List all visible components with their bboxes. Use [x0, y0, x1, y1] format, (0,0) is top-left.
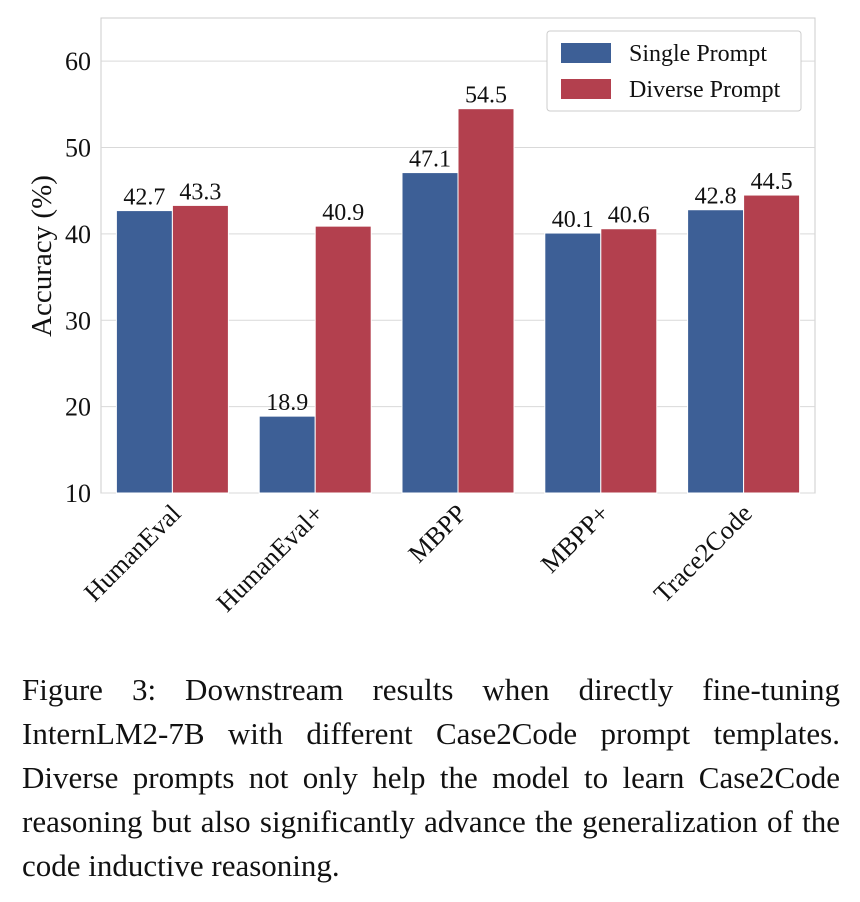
bar-chart: 10 20 30 40 50 60 Accuracy (%) 42.7 43.3 HumanEva… — [26, 17, 816, 618]
data-label: 18.9 — [266, 390, 308, 416]
bar-single — [544, 232, 602, 494]
data-label: 40.9 — [322, 200, 364, 226]
data-label: 43.3 — [179, 179, 221, 205]
x-tick-label: MBPP — [403, 499, 473, 569]
bar-diverse — [171, 204, 229, 494]
y-tick-label: 50 — [65, 134, 91, 163]
data-label: 54.5 — [465, 83, 507, 109]
data-label: 42.7 — [123, 185, 165, 211]
bar-single — [258, 415, 316, 494]
data-label: 40.1 — [552, 207, 594, 233]
x-tick-label: MBPP+ — [535, 499, 615, 579]
bar-single — [115, 210, 173, 494]
x-tick-label: HumanEval+ — [211, 499, 330, 618]
y-tick-label: 10 — [65, 479, 91, 508]
data-label: 40.6 — [608, 203, 650, 229]
legend-swatch — [561, 43, 611, 63]
legend-label: Single Prompt — [629, 41, 767, 67]
bar-diverse — [314, 225, 372, 494]
bar-diverse — [743, 194, 801, 494]
y-tick-label: 30 — [65, 306, 91, 335]
bar-diverse — [457, 108, 515, 494]
bar-single — [401, 172, 459, 494]
bar-diverse — [600, 228, 658, 494]
figure-caption: Figure 3: Downstream results when direct… — [22, 672, 840, 883]
bar-single — [687, 209, 745, 494]
data-label: 47.1 — [409, 147, 451, 173]
y-tick-label: 20 — [65, 393, 91, 422]
x-tick-label: Trace2Code — [648, 499, 758, 609]
x-tick-label: HumanEval — [78, 499, 186, 607]
legend-label: Diverse Prompt — [629, 77, 781, 103]
chart-canvas: 10 20 30 40 50 60 Accuracy (%) 42.7 43.3 HumanEva… — [26, 17, 816, 618]
legend-swatch — [561, 79, 611, 99]
data-label: 44.5 — [751, 169, 793, 195]
y-tick-label: 40 — [65, 220, 91, 249]
y-axis-label: Accuracy (%) — [26, 175, 58, 337]
y-tick-label: 60 — [65, 47, 91, 76]
data-label: 42.8 — [695, 184, 737, 210]
